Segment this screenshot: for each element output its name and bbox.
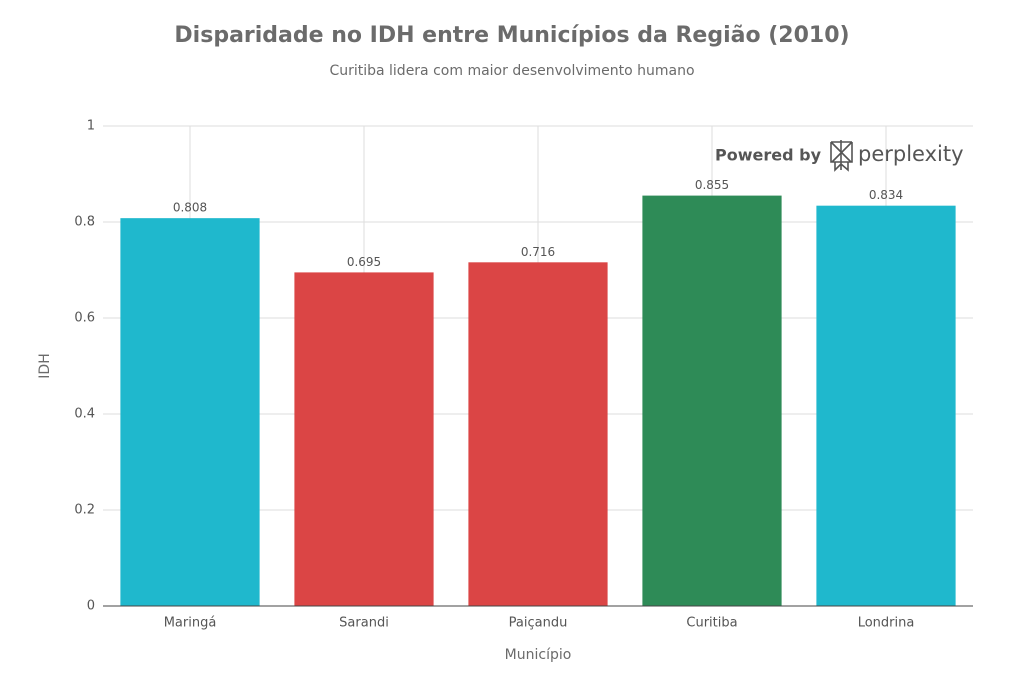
x-tick-label: Curitiba <box>686 616 737 631</box>
chart-title: Disparidade no IDH entre Municípios da R… <box>174 23 849 48</box>
bar <box>294 272 434 606</box>
bar <box>120 218 260 606</box>
value-label: 0.695 <box>347 255 381 269</box>
y-tick-label: 0.2 <box>74 503 95 518</box>
value-label: 0.855 <box>695 178 729 192</box>
bar <box>816 205 956 606</box>
bar <box>468 262 608 606</box>
value-label: 0.834 <box>869 188 903 202</box>
y-tick-label: 1 <box>87 119 95 134</box>
x-tick-label: Londrina <box>858 616 915 631</box>
watermark-brand: perplexity <box>858 142 964 166</box>
x-axis-title: Município <box>505 647 572 663</box>
plot-area: 0 0.2 0.4 0.6 0.8 1 Maringá 0.808 Sarandi 0.695 Pa… <box>74 119 973 631</box>
bar <box>642 195 782 606</box>
y-tick-label: 0.4 <box>74 407 95 422</box>
x-tick-label: Sarandi <box>339 616 389 631</box>
y-axis-title: IDH <box>37 353 53 378</box>
y-tick-label: 0 <box>87 599 95 614</box>
value-label: 0.808 <box>173 201 207 215</box>
value-label: 0.716 <box>521 245 555 259</box>
chart-subtitle: Curitiba lidera com maior desenvolviment… <box>329 63 694 79</box>
watermark: Powered by perplexity <box>715 140 964 172</box>
x-tick-label: Paiçandu <box>509 616 568 631</box>
y-tick-label: 0.6 <box>74 311 95 326</box>
watermark-prefix: Powered by <box>715 146 822 165</box>
y-tick-label: 0.8 <box>74 215 95 230</box>
watermark-logo <box>830 140 853 172</box>
x-tick-label: Maringá <box>164 616 217 631</box>
